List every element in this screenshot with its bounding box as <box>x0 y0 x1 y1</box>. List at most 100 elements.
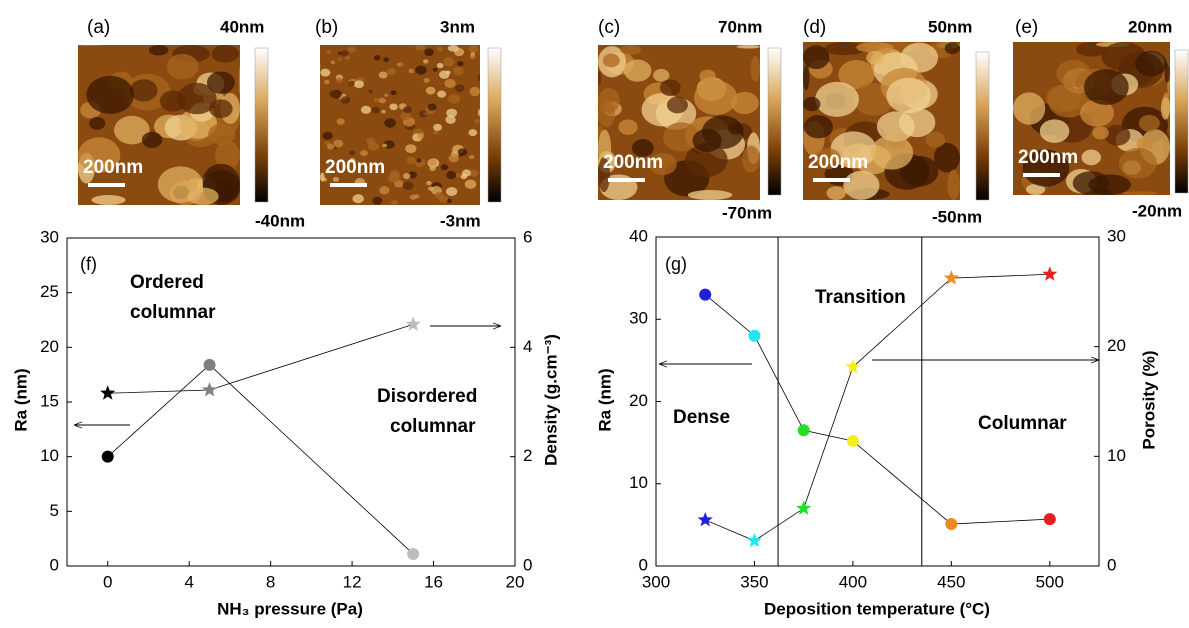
afm-grain <box>406 156 416 165</box>
colorbar-max: 20nm <box>1128 17 1172 36</box>
afm-grain <box>933 142 960 173</box>
afm-grain <box>381 109 386 114</box>
afm-grain <box>692 128 722 153</box>
y-tick-label: 10 <box>40 446 59 465</box>
afm-grain <box>445 115 456 124</box>
afm-grain <box>469 86 480 97</box>
afm-grain <box>1160 97 1170 120</box>
afm-grain <box>89 116 106 130</box>
afm-grain <box>384 93 389 97</box>
afm-grain <box>944 42 960 55</box>
afm-grain <box>598 156 610 193</box>
afm-grain <box>427 103 437 111</box>
afm-grain <box>444 78 456 88</box>
afm-grain <box>468 129 478 137</box>
annotation: (g) <box>665 254 687 274</box>
y2-tick-label: 10 <box>1107 446 1126 465</box>
afm-grain <box>211 45 240 63</box>
colorbar-max: 70nm <box>718 17 762 36</box>
afm-grain <box>742 145 760 173</box>
afm-grain <box>332 176 340 182</box>
colorbar <box>1174 49 1189 194</box>
afm-grain <box>238 65 241 95</box>
afm-grain <box>1118 147 1157 179</box>
afm-grain <box>1104 124 1131 146</box>
data-point <box>796 500 812 515</box>
afm-grain <box>177 82 217 115</box>
data-point <box>100 385 116 400</box>
afm-grain <box>815 81 859 117</box>
afm-grain <box>415 65 427 75</box>
x-tick-label: 450 <box>937 572 965 591</box>
afm-grain <box>803 65 810 90</box>
data-point <box>101 450 114 463</box>
afm-grain <box>446 186 458 196</box>
afm-grain <box>730 91 759 115</box>
afm-grain <box>390 200 399 206</box>
series-line <box>705 273 1050 542</box>
afm-grain <box>383 140 395 150</box>
afm-grain <box>384 118 396 128</box>
afm-grain <box>419 110 428 118</box>
series-line <box>107 323 414 394</box>
afm-grain <box>415 45 426 51</box>
afm-grain <box>653 68 670 82</box>
scale-label: 200nm <box>83 157 143 178</box>
afm-grain <box>602 53 620 68</box>
panel-label: (e) <box>1015 17 1038 38</box>
afm-image <box>598 45 760 200</box>
afm-grain <box>403 106 412 114</box>
series-line <box>704 294 1050 525</box>
afm-grain <box>373 54 381 61</box>
y-tick-label: 0 <box>50 555 59 574</box>
afm-grain <box>659 79 681 97</box>
afm-grain <box>409 194 417 200</box>
afm-grain <box>750 55 760 82</box>
afm-grain <box>320 172 325 182</box>
colorbar-max: 40nm <box>220 17 264 36</box>
afm-grain <box>340 50 349 57</box>
afm-grain <box>347 46 356 53</box>
afm-grain <box>379 186 390 195</box>
afm-grain <box>337 57 342 62</box>
afm-grain <box>464 179 477 189</box>
afm-grain <box>1101 42 1147 71</box>
afm-grain <box>440 164 449 171</box>
annotation: Disordered <box>377 386 477 407</box>
afm-grain <box>187 187 219 205</box>
colorbar-min: -3nm <box>440 211 481 230</box>
afm-image <box>320 45 480 206</box>
data-point <box>748 329 761 342</box>
colorbar-min: -20nm <box>1132 201 1182 220</box>
afm-grain <box>1046 84 1081 113</box>
y2-tick-label: 30 <box>1107 226 1126 245</box>
afm-grain <box>426 180 432 186</box>
afm-grain <box>474 118 480 124</box>
afm-grain <box>838 60 875 90</box>
scale-label: 200nm <box>603 152 663 173</box>
panel-label: (d) <box>803 17 826 38</box>
afm-grain <box>416 158 422 163</box>
afm-grain <box>372 196 383 205</box>
afm-grain <box>382 143 387 148</box>
series-line <box>107 364 414 555</box>
afm-grain <box>469 169 479 177</box>
x-tick-label: 300 <box>642 572 670 591</box>
afm-grain <box>866 50 884 65</box>
afm-grain <box>340 96 351 104</box>
afm-grain <box>425 86 436 95</box>
afm-grain <box>457 148 468 156</box>
afm-grain <box>208 123 236 146</box>
afm-grain <box>436 46 444 52</box>
y-tick-label: 20 <box>629 391 648 410</box>
data-point <box>203 358 216 371</box>
afm-grain <box>360 150 368 157</box>
afm-grain <box>383 57 390 62</box>
afm-grain <box>408 68 415 74</box>
afm-grain <box>215 140 240 170</box>
y-tick-label: 0 <box>639 555 648 574</box>
afm-grain <box>620 45 642 56</box>
colorbar <box>254 47 269 203</box>
x-tick-label: 500 <box>1036 572 1064 591</box>
afm-grain <box>830 131 877 169</box>
